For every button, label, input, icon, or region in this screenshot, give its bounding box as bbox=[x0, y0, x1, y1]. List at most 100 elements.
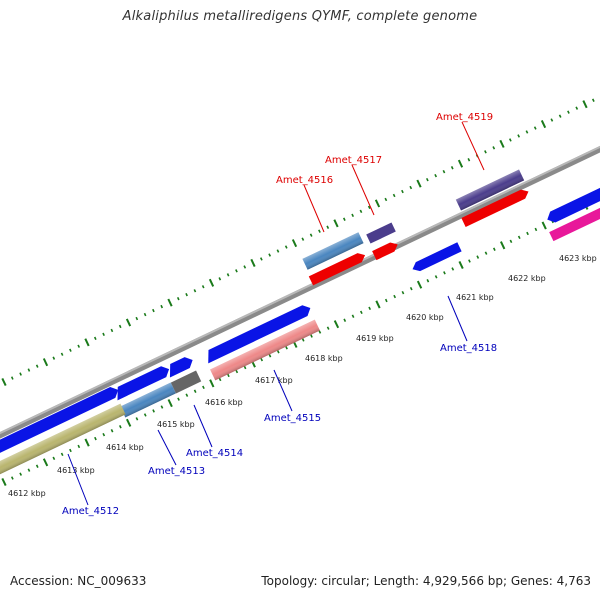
minor-tick bbox=[235, 369, 239, 374]
minor-tick bbox=[359, 310, 363, 315]
minor-tick bbox=[60, 452, 64, 457]
major-tick bbox=[582, 100, 588, 109]
scale-label: 4612 kbp bbox=[8, 489, 46, 498]
minor-tick bbox=[550, 118, 554, 122]
scale-label: 4619 kbp bbox=[356, 334, 394, 343]
gene-red-4516b bbox=[308, 253, 366, 286]
gene-label-amet-4516: Amet_4516 bbox=[276, 175, 333, 186]
minor-tick bbox=[509, 239, 513, 244]
minor-tick bbox=[27, 468, 31, 472]
major-tick bbox=[209, 379, 215, 388]
scale-label: 4620 kbp bbox=[406, 313, 444, 322]
minor-tick bbox=[442, 169, 446, 174]
minor-tick bbox=[508, 138, 512, 142]
gene-amet-4513 bbox=[120, 382, 176, 418]
scale-label: 4616 kbp bbox=[205, 398, 243, 407]
minor-tick bbox=[492, 247, 496, 251]
minor-tick bbox=[468, 259, 471, 263]
major-tick bbox=[167, 399, 173, 408]
inner-tick-ring bbox=[1, 200, 596, 487]
minor-tick bbox=[52, 356, 56, 360]
scale-label: 4621 kbp bbox=[456, 293, 494, 302]
minor-tick bbox=[484, 251, 488, 255]
gene-amet-4516 bbox=[302, 232, 364, 270]
minor-tick bbox=[368, 306, 372, 311]
minor-tick bbox=[517, 235, 521, 240]
gene-labels: Amet_4519 Amet_4517 Amet_4516 Amet_4518 … bbox=[62, 112, 497, 517]
major-tick bbox=[84, 438, 90, 447]
minor-tick bbox=[301, 237, 305, 241]
scale-label: 4622 kbp bbox=[508, 274, 546, 283]
minor-tick bbox=[118, 324, 122, 329]
minor-tick bbox=[193, 389, 197, 393]
major-tick bbox=[374, 199, 381, 208]
minor-tick bbox=[567, 110, 570, 114]
gene-label-amet-4512: Amet_4512 bbox=[62, 506, 119, 517]
minor-tick bbox=[35, 464, 39, 468]
gene-label-amet-4519: Amet_4519 bbox=[436, 112, 493, 123]
genome-backbone bbox=[0, 118, 600, 469]
minor-tick bbox=[558, 114, 562, 118]
major-tick bbox=[167, 298, 173, 307]
minor-tick bbox=[10, 476, 14, 480]
minor-tick bbox=[351, 314, 355, 318]
minor-tick bbox=[301, 338, 305, 342]
minor-tick bbox=[94, 436, 97, 441]
minor-tick bbox=[326, 326, 330, 330]
gene-blue-c bbox=[0, 387, 119, 456]
minor-tick bbox=[176, 296, 180, 301]
minor-tick bbox=[118, 425, 122, 429]
major-tick bbox=[208, 278, 215, 287]
minor-tick bbox=[351, 213, 355, 218]
minor-tick bbox=[60, 352, 64, 356]
scale-label: 4614 kbp bbox=[106, 443, 144, 452]
minor-tick bbox=[27, 368, 31, 372]
major-tick bbox=[291, 239, 298, 248]
map-title: Alkaliphilus metalliredigens QYMF, compl… bbox=[122, 9, 478, 24]
minor-tick bbox=[434, 173, 438, 178]
gene-blue-a bbox=[169, 357, 193, 378]
minor-tick bbox=[359, 209, 363, 214]
minor-tick bbox=[525, 130, 529, 134]
minor-tick bbox=[102, 432, 106, 437]
major-tick bbox=[42, 458, 49, 467]
major-tick bbox=[42, 358, 49, 367]
minor-tick bbox=[143, 312, 147, 317]
gene-label-amet-4514: Amet_4514 bbox=[186, 448, 243, 459]
minor-tick bbox=[193, 289, 197, 293]
major-tick bbox=[125, 318, 132, 327]
accession-text: Accession: NC_009633 bbox=[10, 574, 147, 588]
gene-amet-4519 bbox=[455, 169, 525, 211]
gene-amet-4515 bbox=[210, 319, 320, 381]
gene-red-4519b bbox=[461, 189, 529, 228]
minor-tick bbox=[185, 393, 189, 397]
minor-tick bbox=[152, 308, 155, 313]
gene-amet-4512 bbox=[0, 403, 126, 477]
minor-tick bbox=[434, 275, 438, 279]
scale-label: 4613 kbp bbox=[57, 466, 95, 475]
minor-tick bbox=[259, 257, 263, 261]
minor-tick bbox=[268, 354, 272, 358]
major-tick bbox=[499, 241, 506, 250]
minor-tick bbox=[533, 126, 537, 130]
minor-tick bbox=[591, 98, 595, 102]
outer-tick-ring bbox=[1, 98, 595, 387]
minor-tick bbox=[110, 429, 114, 433]
scale-label: 4615 kbp bbox=[157, 420, 195, 429]
gene-amet-4517 bbox=[366, 222, 396, 244]
minor-tick bbox=[52, 456, 56, 461]
gene-amet-4518 bbox=[412, 242, 462, 272]
major-tick bbox=[250, 258, 256, 268]
minor-tick bbox=[77, 444, 81, 449]
major-tick bbox=[458, 260, 464, 270]
minor-tick bbox=[160, 304, 164, 309]
minor-tick bbox=[177, 397, 180, 401]
minor-tick bbox=[260, 357, 264, 362]
minor-tick bbox=[218, 377, 222, 382]
minor-tick bbox=[235, 269, 238, 273]
minor-tick bbox=[69, 348, 72, 352]
gene-amet-4514 bbox=[170, 370, 202, 394]
gene-features bbox=[0, 169, 600, 477]
minor-tick bbox=[409, 185, 413, 190]
